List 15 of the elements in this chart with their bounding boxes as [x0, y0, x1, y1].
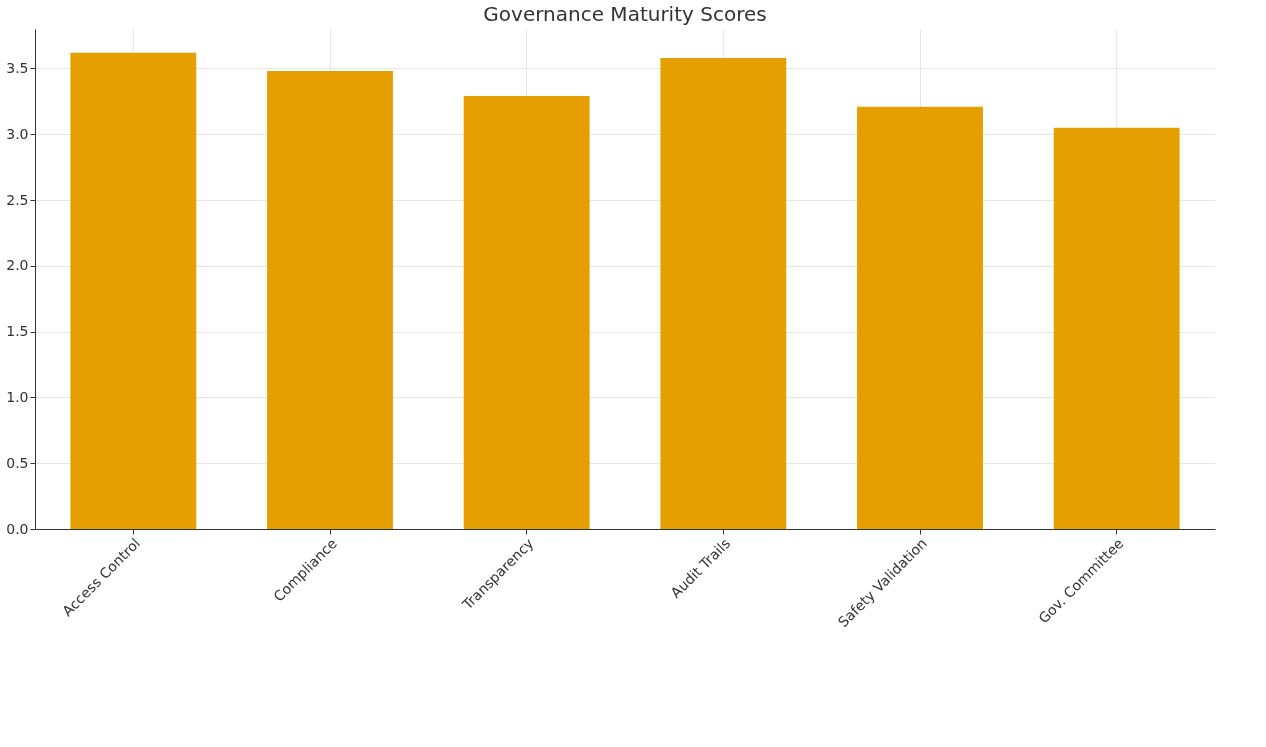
- bar: [660, 57, 787, 529]
- y-tick-label: 1.5: [6, 323, 29, 340]
- y-tick-label: 0.0: [6, 520, 29, 537]
- y-tick-label: 2.0: [6, 257, 29, 274]
- bar: [463, 96, 590, 529]
- bar: [857, 106, 983, 529]
- y-tick-label: 0.5: [6, 454, 29, 471]
- bar: [1053, 127, 1180, 529]
- y-tick-label: 1.0: [6, 388, 29, 405]
- y-tick-label: 2.5: [6, 191, 29, 208]
- y-tick-label: 3.0: [6, 125, 29, 142]
- bar: [70, 52, 197, 529]
- chart-title: Governance Maturity Scores: [483, 2, 767, 26]
- bar: [267, 71, 393, 529]
- y-tick-label: 3.5: [6, 59, 29, 76]
